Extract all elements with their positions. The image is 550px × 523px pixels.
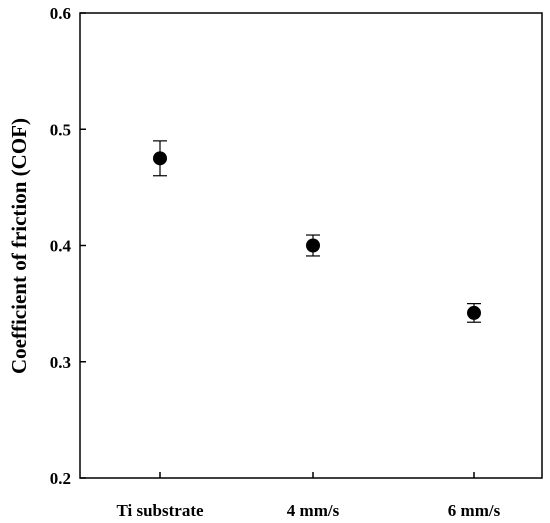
data-points <box>153 140 481 323</box>
x-tick-label: 4 mm/s <box>287 501 340 520</box>
x-tick-label: 6 mm/s <box>448 501 501 520</box>
x-tick-label: Ti substrate <box>116 501 204 520</box>
data-point <box>467 305 481 320</box>
y-tick-label: 0.6 <box>50 4 71 23</box>
y-tick-label: 0.5 <box>50 120 71 139</box>
data-point <box>153 151 167 166</box>
y-tick-label: 0.2 <box>50 469 71 488</box>
x-axis: Ti substrate 4 mm/s 6 mm/s <box>116 472 501 520</box>
y-axis-title: Coefficient of friction (COF) <box>7 118 31 374</box>
y-axis: 0.2 0.3 0.4 0.5 0.6 <box>50 4 86 488</box>
y-tick-label: 0.3 <box>50 353 71 372</box>
data-point <box>306 238 320 253</box>
y-tick-label: 0.4 <box>50 237 72 256</box>
